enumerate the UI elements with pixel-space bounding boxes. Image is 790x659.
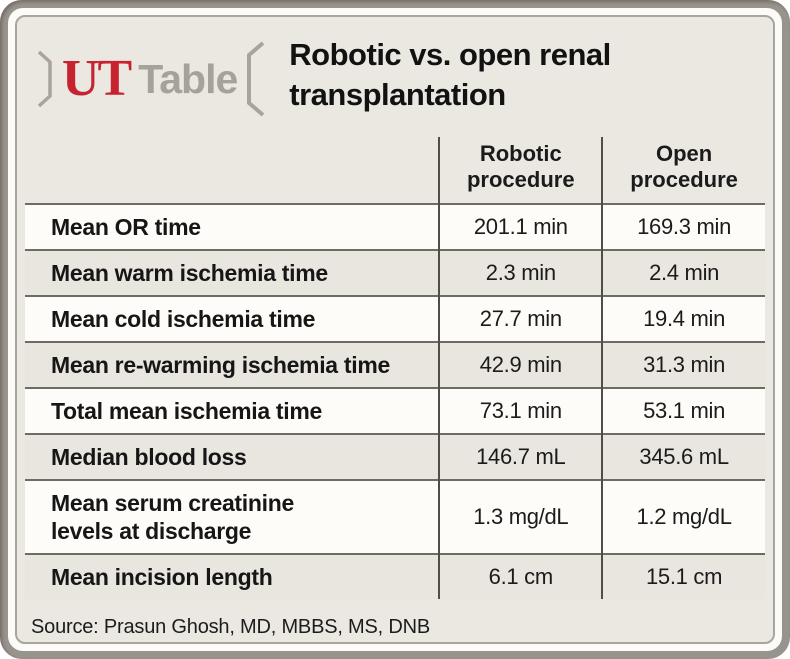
table-row: Mean warm ischemia time 2.3 min 2.4 min <box>25 249 765 296</box>
row-label: Mean re-warming ischemia time <box>51 351 390 378</box>
cell-robotic-value: 6.1 cm <box>438 553 603 599</box>
header-row: Robotic procedure Open procedure <box>25 137 765 204</box>
table-row: Mean serum creatinine levels at discharg… <box>25 479 765 554</box>
masthead: UT Table Robotic vs. open renal transpla… <box>17 17 773 117</box>
logo-ut-text: UT <box>62 50 132 107</box>
header-open-procedure: Open procedure <box>601 137 765 204</box>
left-bracket-icon <box>37 50 52 108</box>
table-card: UT Table Robotic vs. open renal transpla… <box>15 15 775 644</box>
cell-open-value: 2.4 min <box>601 249 765 296</box>
cell-robotic-value: 1.3 mg/dL <box>438 479 603 554</box>
ut-table-logo: UT Table <box>37 41 265 117</box>
logo-table-text: Table <box>138 55 238 102</box>
row-label: Median blood loss <box>51 443 247 470</box>
cell-robotic-value: 73.1 min <box>438 387 603 434</box>
row-label: Total mean ischemia time <box>51 397 323 424</box>
cell-open-value: 1.2 mg/dL <box>601 479 765 554</box>
right-bracket-icon <box>247 41 265 117</box>
cell-open-value: 31.3 min <box>601 341 765 388</box>
row-label: Mean OR time <box>51 213 201 240</box>
row-label: Mean serum creatinine levels at discharg… <box>51 489 294 544</box>
cell-robotic-value: 2.3 min <box>438 249 603 296</box>
cell-open-value: 15.1 cm <box>601 553 765 599</box>
source-credit: Source: Prasun Ghosh, MD, MBBS, MS, DNB <box>31 615 430 638</box>
table-row: Mean incision length 6.1 cm 15.1 cm <box>25 553 765 599</box>
table-row: Median blood loss 146.7 mL 345.6 mL <box>25 433 765 480</box>
page-title: Robotic vs. open renal transplantation <box>289 37 611 113</box>
row-label: Mean cold ischemia time <box>51 305 316 332</box>
cell-open-value: 19.4 min <box>601 295 765 342</box>
row-label: Mean incision length <box>51 563 273 590</box>
table-row: Total mean ischemia time 73.1 min 53.1 min <box>25 387 765 434</box>
cell-open-value: 169.3 min <box>601 203 765 250</box>
table-row: Mean OR time 201.1 min 169.3 min <box>25 203 765 250</box>
header-blank-cell <box>25 137 439 204</box>
header-robotic-procedure: Robotic procedure <box>438 137 603 204</box>
row-label: Mean warm ischemia time <box>51 259 328 286</box>
cell-open-value: 53.1 min <box>601 387 765 434</box>
table-row: Mean cold ischemia time 27.7 min 19.4 min <box>25 295 765 342</box>
table-header: Robotic procedure Open procedure <box>25 137 765 204</box>
comparison-table: Robotic procedure Open procedure Mean OR… <box>25 137 765 599</box>
table-row: Mean re-warming ischemia time 42.9 min 31.… <box>25 341 765 388</box>
cell-robotic-value: 42.9 min <box>438 341 603 388</box>
cell-open-value: 345.6 mL <box>601 433 765 480</box>
cell-robotic-value: 201.1 min <box>438 203 603 250</box>
cell-robotic-value: 146.7 mL <box>438 433 603 480</box>
cell-robotic-value: 27.7 min <box>438 295 603 342</box>
table-body: Mean OR time 201.1 min 169.3 min Mean warm … <box>25 203 765 599</box>
